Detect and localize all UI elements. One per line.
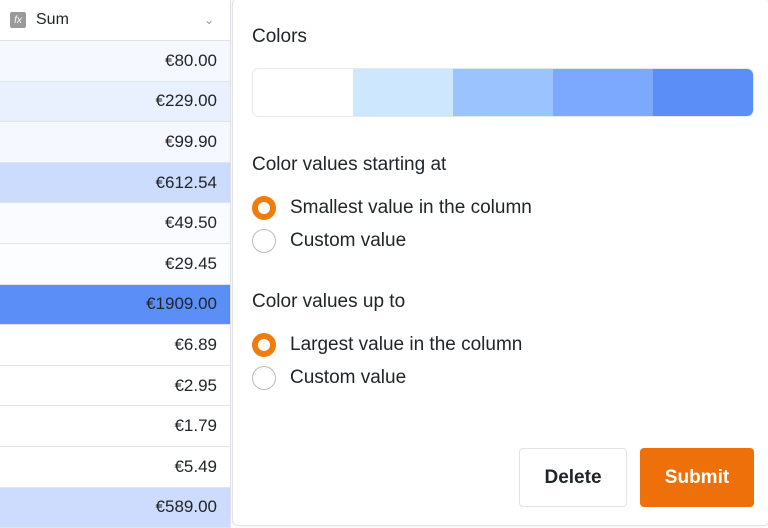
chevron-down-icon[interactable]: ⌄ bbox=[203, 13, 214, 27]
table-row[interactable]: €1909.00 bbox=[0, 284, 230, 326]
end-option-custom[interactable]: Custom value bbox=[252, 366, 406, 390]
table-row[interactable]: €49.50 bbox=[0, 203, 230, 244]
table-row[interactable]: €2.95 bbox=[0, 365, 230, 407]
color-swatch bbox=[553, 69, 653, 116]
start-label: Color values starting at bbox=[252, 154, 447, 175]
table-row[interactable]: €229.00 bbox=[0, 81, 230, 123]
option-label: Custom value bbox=[290, 367, 407, 388]
start-option-smallest[interactable]: Smallest value in the column bbox=[252, 196, 532, 220]
colors-label: Colors bbox=[252, 26, 307, 47]
table-row[interactable]: €612.54 bbox=[0, 162, 230, 204]
option-label: Custom value bbox=[290, 230, 407, 251]
submit-button[interactable]: Submit bbox=[640, 448, 754, 507]
radio-selected[interactable] bbox=[252, 333, 276, 357]
color-scale-picker[interactable] bbox=[252, 68, 754, 117]
end-label: Color values up to bbox=[252, 291, 406, 312]
delete-button[interactable]: Delete bbox=[519, 448, 627, 507]
radio-unselected[interactable] bbox=[252, 366, 276, 390]
sum-column: fx Sum ⌄ €80.00 €229.00 €99.90 €612.54 €49.5… bbox=[0, 0, 231, 528]
start-option-custom[interactable]: Custom value bbox=[252, 229, 406, 253]
table-row[interactable]: €99.90 bbox=[0, 122, 230, 163]
end-option-largest[interactable]: Largest value in the column bbox=[252, 333, 522, 357]
formula-icon: fx bbox=[10, 12, 26, 28]
column-header[interactable]: fx Sum ⌄ bbox=[0, 0, 230, 41]
table-row[interactable]: €6.89 bbox=[0, 325, 230, 366]
table-row[interactable]: €5.49 bbox=[0, 446, 230, 488]
color-scale-panel: Colors Color values starting at Smallest… bbox=[232, 0, 768, 526]
table-row[interactable]: €589.00 bbox=[0, 487, 230, 528]
table-row[interactable]: €1.79 bbox=[0, 406, 230, 447]
column-title: Sum bbox=[36, 11, 69, 28]
option-label: Smallest value in the column bbox=[290, 197, 532, 218]
table-row[interactable]: €29.45 bbox=[0, 243, 230, 285]
color-swatch bbox=[453, 69, 553, 116]
radio-selected[interactable] bbox=[252, 196, 276, 220]
color-swatch bbox=[253, 69, 353, 116]
radio-unselected[interactable] bbox=[252, 229, 276, 253]
color-swatch bbox=[353, 69, 453, 116]
color-swatch bbox=[653, 69, 753, 116]
option-label: Largest value in the column bbox=[290, 334, 523, 355]
table-row[interactable]: €80.00 bbox=[0, 41, 230, 82]
